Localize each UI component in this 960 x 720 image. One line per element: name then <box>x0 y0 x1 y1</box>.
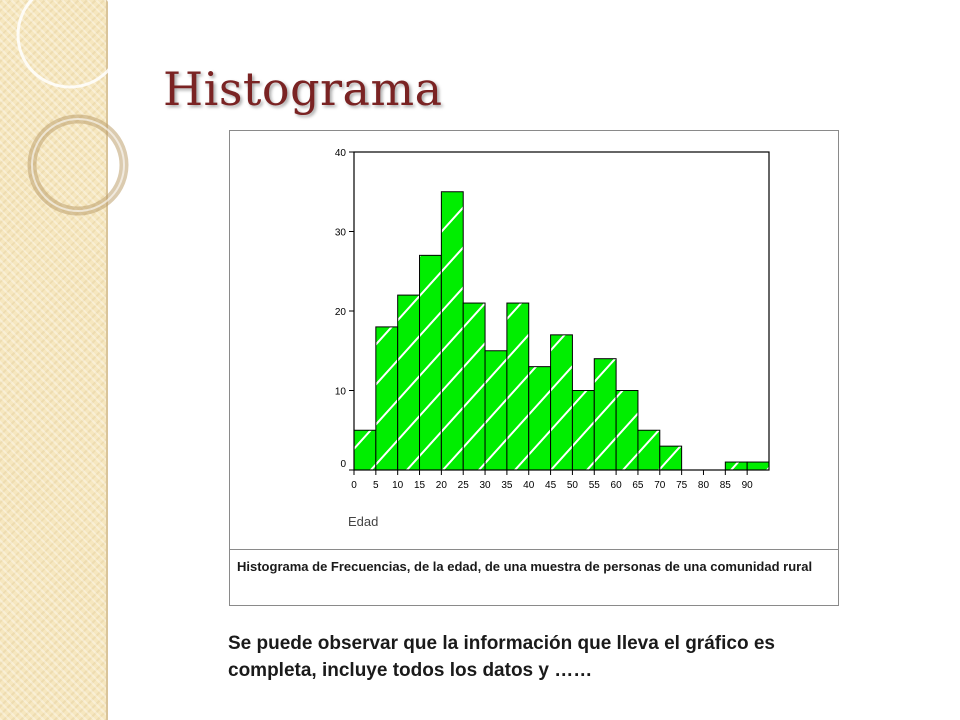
x-tick-label: 70 <box>654 480 666 491</box>
x-tick-label: 60 <box>611 480 623 491</box>
histogram-bar <box>746 461 770 471</box>
histogram-bar <box>593 358 617 471</box>
x-tick-label: 85 <box>720 480 732 491</box>
histogram-bar <box>462 302 486 471</box>
histogram-bar <box>528 366 552 471</box>
histogram-bar <box>419 254 442 471</box>
x-tick-label: 5 <box>373 480 379 491</box>
decorative-rings <box>16 0 129 216</box>
body-text: Se puede observar que la información que… <box>228 633 775 681</box>
x-tick-label: 90 <box>742 480 754 491</box>
x-tick-label: 40 <box>523 480 535 491</box>
x-tick-label: 0 <box>351 480 357 491</box>
x-tick-label: 80 <box>698 480 710 491</box>
x-tick-label: 35 <box>501 480 513 491</box>
histogram-bar <box>353 429 377 471</box>
histogram-chart: 0 10 20 30 40 0 5 10 15 20 25 30 35 40 45 50 55 60 65 70 75… <box>335 148 770 529</box>
x-tick-label: 30 <box>479 480 491 491</box>
histogram-bar <box>506 302 530 471</box>
side-band-divider <box>106 0 108 720</box>
histogram-bar <box>659 445 683 471</box>
x-tick-label: 75 <box>676 480 688 491</box>
histogram-bar <box>550 334 573 471</box>
x-tick-label: 20 <box>436 480 448 491</box>
x-tick-label: 65 <box>632 480 644 491</box>
x-axis-label: Edad <box>348 514 378 529</box>
x-tick-label: 25 <box>458 480 470 491</box>
histogram-bar <box>375 326 399 471</box>
histogram-bar <box>571 390 595 471</box>
y-tick-label: 0 <box>340 459 346 470</box>
x-tick-label: 15 <box>414 480 426 491</box>
x-tick-label: 45 <box>545 480 557 491</box>
y-tick-label: 20 <box>335 307 347 318</box>
y-tick-label: 30 <box>335 228 347 239</box>
x-tick-label: 10 <box>392 480 404 491</box>
figure-caption: Histograma de Frecuencias, de la edad, d… <box>230 549 838 606</box>
histogram-figure: 0 10 20 30 40 0 5 10 15 20 25 30 35 40 45 50 55 60 65 70 75… <box>229 130 839 606</box>
x-tick-label: 55 <box>589 480 601 491</box>
y-tick-label: 10 <box>335 387 347 398</box>
x-tick-label: 50 <box>567 480 579 491</box>
histogram-bar <box>724 461 748 471</box>
y-tick-label: 40 <box>335 148 347 159</box>
histogram-bar <box>615 390 639 471</box>
histogram-bar <box>637 429 661 471</box>
histogram-bar <box>397 294 421 471</box>
slide-title: Histograma <box>163 62 443 116</box>
histogram-bar <box>440 191 464 471</box>
histogram-bar <box>484 350 508 471</box>
